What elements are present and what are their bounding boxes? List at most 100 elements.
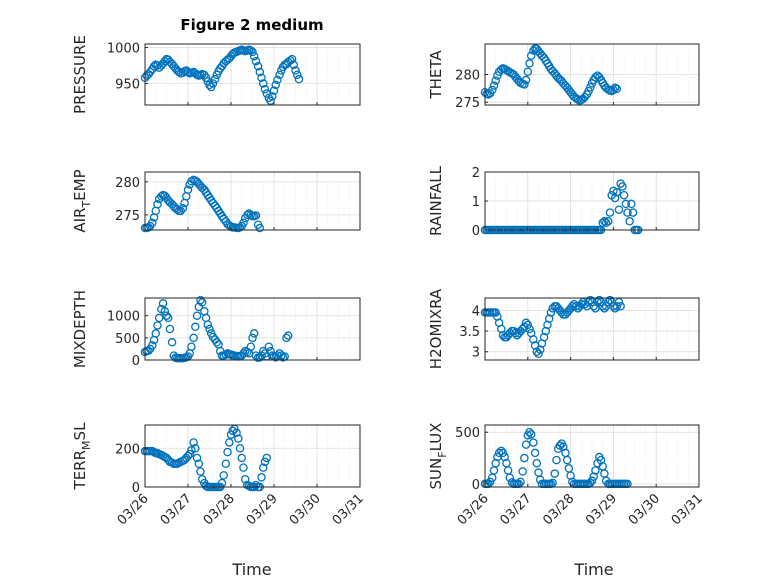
data-point	[287, 54, 297, 64]
data-point	[154, 313, 164, 323]
y-tick-label: 500	[455, 426, 480, 441]
y-tick-label: 0	[472, 224, 480, 239]
series-points	[480, 295, 625, 359]
data-point	[619, 190, 629, 200]
data-point	[234, 434, 243, 443]
data-point	[614, 205, 624, 214]
data-point	[612, 188, 622, 197]
data-point	[612, 84, 622, 94]
x-tick-label: 03/30	[287, 491, 324, 528]
data-point	[153, 321, 162, 330]
y-label-main: AIR	[71, 208, 89, 233]
data-point	[520, 80, 529, 89]
data-point	[255, 67, 265, 77]
y-label-main: SUN	[427, 458, 445, 490]
data-point	[269, 86, 279, 95]
data-point	[249, 329, 259, 338]
x-tick-label: 03/31	[330, 491, 367, 528]
data-point	[564, 464, 574, 473]
data-point	[625, 217, 634, 226]
y-tick-label: 200	[115, 442, 140, 457]
subplot-6: 3 3.5 4 H2OMIXRA	[427, 288, 700, 369]
data-point	[273, 75, 282, 85]
data-point	[183, 185, 193, 195]
y-tick-label: 2	[472, 166, 480, 181]
data-point	[600, 217, 609, 226]
data-point	[291, 66, 300, 75]
data-point	[555, 441, 565, 450]
data-point	[258, 79, 268, 88]
data-point	[251, 351, 261, 360]
x-tick-label: 03/28	[201, 491, 238, 528]
data-point	[561, 448, 570, 458]
data-point	[571, 302, 581, 311]
y-label-subscript: T	[80, 201, 93, 209]
data-point	[520, 453, 529, 463]
data-point	[546, 308, 556, 317]
x-axis-label-left: Time	[231, 560, 271, 579]
data-point	[282, 333, 291, 343]
data-point	[586, 83, 595, 92]
data-point	[255, 223, 265, 233]
data-point	[491, 76, 500, 85]
data-point	[604, 217, 613, 226]
data-point	[627, 199, 636, 209]
data-point	[148, 341, 157, 350]
data-point	[488, 85, 497, 95]
x-tick-label: 03/28	[540, 491, 577, 528]
data-point	[503, 466, 513, 475]
data-point	[249, 51, 259, 61]
axes-box	[144, 297, 361, 361]
data-point	[189, 333, 198, 343]
data-point	[248, 333, 257, 343]
data-point	[251, 211, 261, 220]
y-tick-label: 500	[115, 332, 140, 347]
data-point	[489, 81, 499, 90]
data-point	[534, 349, 543, 359]
data-point	[598, 218, 607, 227]
data-point	[219, 471, 228, 480]
x-axis-label-right: Time	[573, 560, 613, 579]
data-point	[605, 295, 615, 305]
data-point	[595, 295, 604, 305]
x-tick-label: 03/31	[669, 491, 706, 528]
data-point	[197, 298, 207, 307]
data-point	[251, 56, 261, 66]
data-point	[497, 446, 506, 456]
data-point	[191, 322, 200, 332]
figure-title: Figure 2 medium	[180, 16, 323, 34]
data-point	[196, 467, 205, 476]
data-point	[239, 218, 248, 227]
data-point	[165, 324, 175, 334]
data-point	[600, 469, 609, 478]
y-tick-label: 275	[115, 209, 140, 224]
data-point	[605, 208, 615, 217]
axes-box	[484, 424, 700, 488]
data-point	[260, 84, 270, 94]
data-point	[523, 320, 533, 330]
data-point	[194, 459, 203, 468]
data-point	[526, 51, 536, 60]
y-label-subscript: M	[80, 440, 93, 450]
data-point	[521, 440, 531, 449]
data-point	[248, 47, 257, 57]
subplot-2: 275 280 THETA	[427, 43, 700, 111]
data-point	[584, 297, 593, 307]
data-point	[160, 307, 170, 316]
data-point	[530, 448, 540, 458]
data-point	[294, 74, 304, 84]
data-point	[275, 70, 284, 80]
x-tick-label: 03/26	[455, 491, 492, 528]
data-point	[189, 438, 198, 447]
data-point	[494, 448, 504, 458]
series-points	[140, 424, 271, 492]
data-point	[258, 463, 268, 472]
data-point	[621, 199, 631, 209]
y-tick-label: 4	[472, 304, 480, 319]
y-tick-label: 0	[472, 478, 480, 493]
data-point	[153, 61, 162, 70]
data-point	[151, 329, 160, 338]
data-point	[526, 430, 536, 439]
series-points	[140, 45, 304, 105]
